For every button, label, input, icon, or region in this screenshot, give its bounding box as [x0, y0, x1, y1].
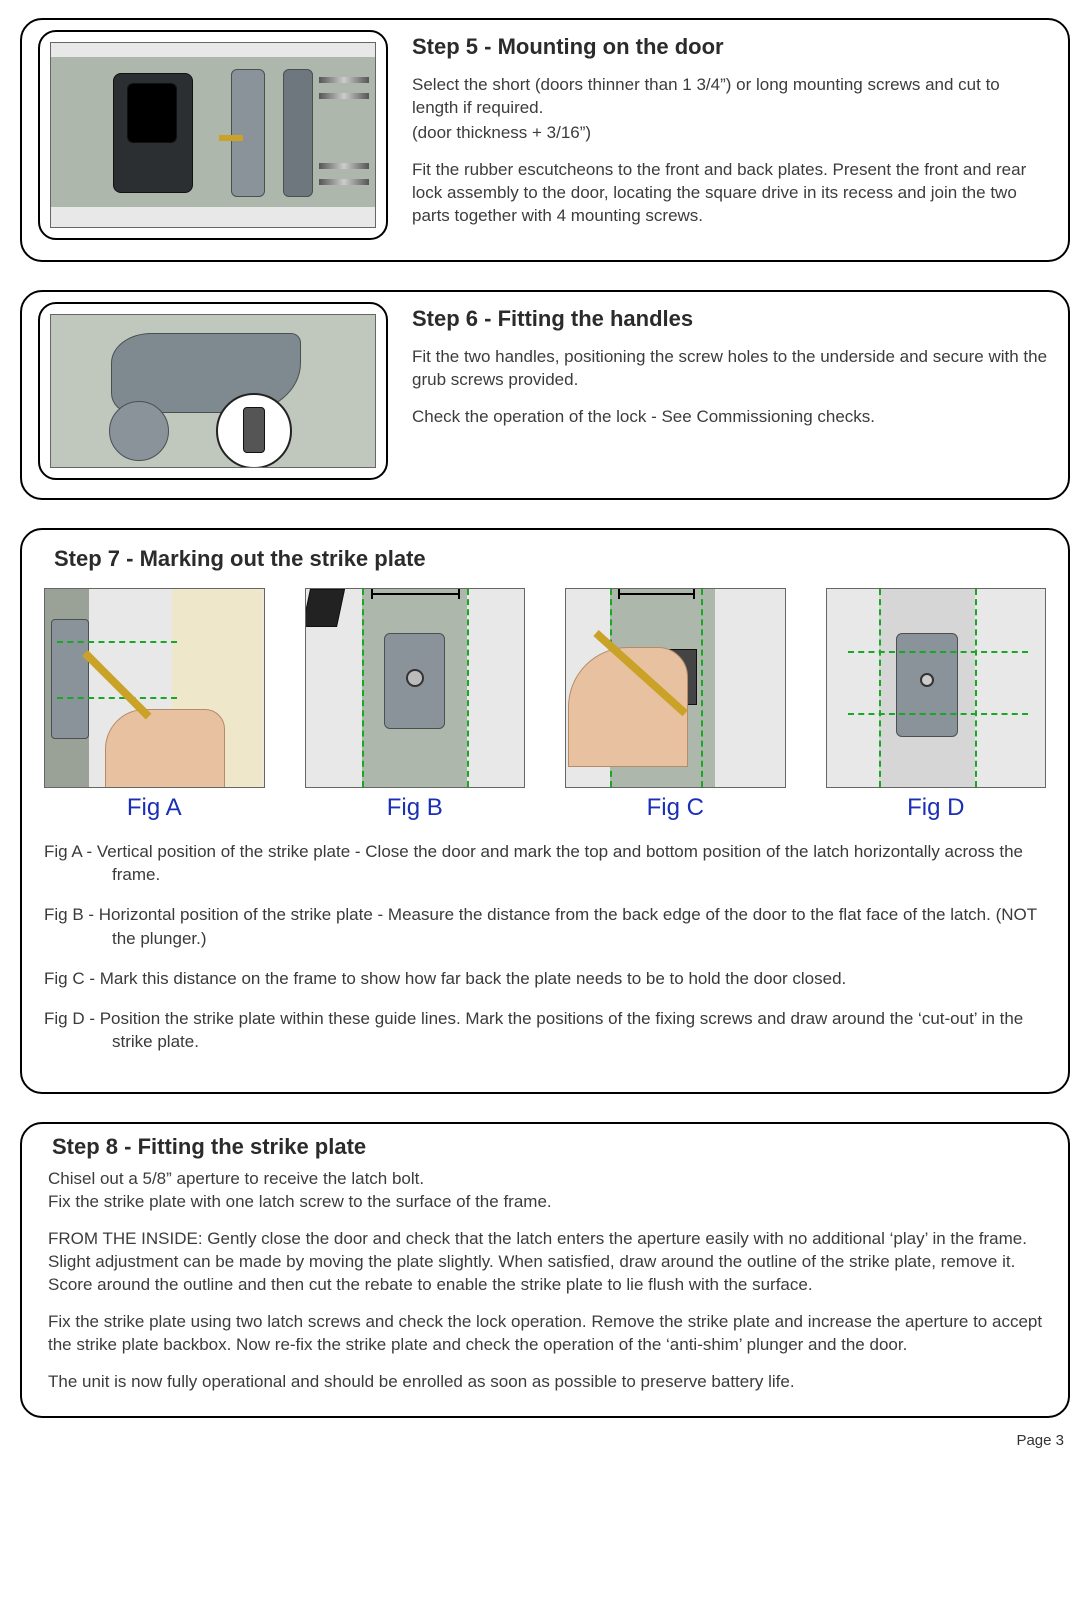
step7-title: Step 7 - Marking out the strike plate [54, 546, 1046, 572]
step7-section: Step 7 - Marking out the strike plate Fi… [20, 528, 1070, 1095]
figC-cell: Fig C [565, 588, 786, 822]
step5-p1: Select the short (doors thinner than 1 3… [412, 74, 1050, 120]
figD-illustration [826, 588, 1047, 788]
page-number: Page 3 [20, 1432, 1070, 1449]
figA-desc: Fig A - Vertical position of the strike … [44, 840, 1046, 888]
step8-p1: Chisel out a 5/8” aperture to receive th… [48, 1168, 1046, 1191]
figC-label: Fig C [565, 794, 786, 822]
step8-p3: FROM THE INSIDE: Gently close the door a… [48, 1228, 1046, 1297]
figC-desc: Fig C - Mark this distance on the frame … [44, 967, 1046, 991]
step6-title: Step 6 - Fitting the handles [412, 306, 1050, 332]
figD-cell: Fig D [826, 588, 1047, 822]
step7-figure-row: Fig A Fig B [44, 588, 1046, 822]
step6-p2: Check the operation of the lock - See Co… [412, 406, 1050, 429]
figB-illustration [305, 588, 526, 788]
figC-illustration [565, 588, 786, 788]
figB-desc: Fig B - Horizontal position of the strik… [44, 903, 1046, 951]
step5-illustration [50, 42, 376, 228]
step8-p5: The unit is now fully operational and sh… [48, 1371, 1046, 1394]
figB-label: Fig B [305, 794, 526, 822]
step5-p3: Fit the rubber escutcheons to the front … [412, 159, 1050, 228]
step6-illustration [50, 314, 376, 468]
step5-figure-frame [38, 30, 388, 240]
step6-p1: Fit the two handles, positioning the scr… [412, 346, 1050, 392]
figD-desc: Fig D - Position the strike plate within… [44, 1007, 1046, 1055]
step8-p4: Fix the strike plate using two latch scr… [48, 1311, 1046, 1357]
step5-title: Step 5 - Mounting on the door [412, 34, 1050, 60]
figA-illustration [44, 588, 265, 788]
step6-section: Step 6 - Fitting the handles Fit the two… [20, 290, 1070, 500]
figA-label: Fig A [44, 794, 265, 822]
figA-cell: Fig A [44, 588, 265, 822]
step6-figure-frame [38, 302, 388, 480]
step8-p2: Fix the strike plate with one latch scre… [48, 1191, 1046, 1214]
step8-section: Step 8 - Fitting the strike plate Chisel… [20, 1122, 1070, 1418]
figB-cell: Fig B [305, 588, 526, 822]
step5-p2: (door thickness + 3/16”) [412, 122, 1050, 145]
step7-descriptions: Fig A - Vertical position of the strike … [44, 840, 1046, 1055]
step5-section: Step 5 - Mounting on the door Select the… [20, 18, 1070, 262]
step8-title: Step 8 - Fitting the strike plate [52, 1134, 1046, 1160]
figD-label: Fig D [826, 794, 1047, 822]
